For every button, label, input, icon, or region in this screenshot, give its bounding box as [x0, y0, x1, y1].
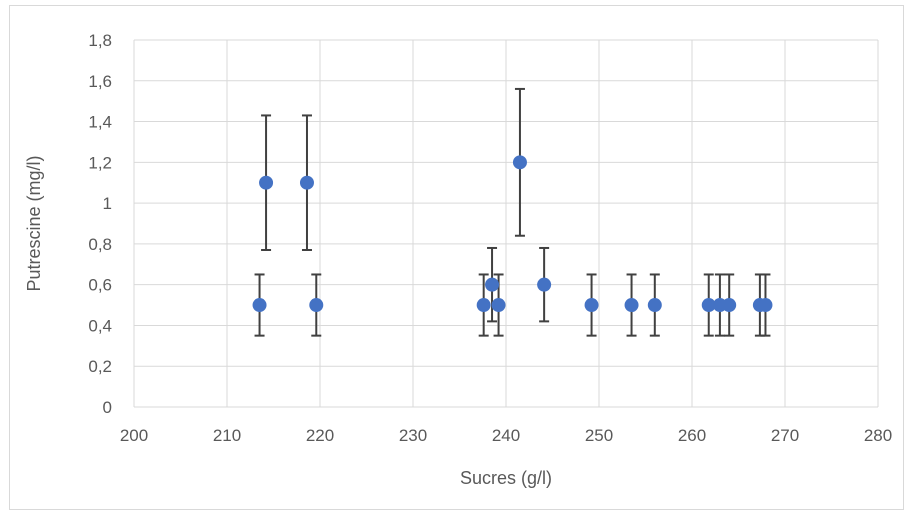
- data-point: [701, 298, 716, 313]
- y-tick-label: 1: [103, 194, 112, 213]
- data-point: [512, 155, 527, 170]
- data-point: [299, 175, 314, 190]
- data-points: [252, 155, 773, 313]
- data-point: [647, 298, 662, 313]
- data-point: [537, 277, 552, 292]
- x-tick-label: 270: [771, 426, 799, 445]
- y-tick-label: 0: [103, 398, 112, 417]
- x-tick-label: 230: [399, 426, 427, 445]
- y-tick-label: 1,8: [88, 31, 112, 50]
- x-tick-label: 210: [213, 426, 241, 445]
- y-tick-label: 1,4: [88, 113, 112, 132]
- y-tick-label: 1,6: [88, 72, 112, 91]
- y-tick-label: 0,2: [88, 357, 112, 376]
- x-tick-label: 280: [864, 426, 892, 445]
- x-tick-label: 220: [306, 426, 334, 445]
- tick-labels: 200 210 220 230 240 250 260 270 280 0 0,2 0,4 0,6 0,8…: [88, 31, 892, 445]
- chart-area: 200 210 220 230 240 250 260 270 280 0 0,2 0,4 0,6 0,8…: [9, 5, 904, 510]
- data-point: [758, 298, 773, 313]
- data-point: [722, 298, 737, 313]
- y-tick-label: 0,6: [88, 276, 112, 295]
- data-point: [476, 298, 491, 313]
- data-point: [309, 298, 324, 313]
- data-point: [485, 277, 500, 292]
- scatter-chart: 200 210 220 230 240 250 260 270 280 0 0,2 0,4 0,6 0,8…: [24, 31, 892, 488]
- y-tick-label: 1,2: [88, 153, 112, 172]
- data-point: [624, 298, 639, 313]
- x-axis-title: Sucres (g/l): [460, 468, 552, 488]
- x-tick-label: 260: [678, 426, 706, 445]
- grid-layer: [133, 39, 879, 408]
- y-tick-label: 0,8: [88, 235, 112, 254]
- x-tick-label: 240: [492, 426, 520, 445]
- data-point: [584, 298, 599, 313]
- data-point: [491, 298, 506, 313]
- data-point: [259, 175, 274, 190]
- data-point: [252, 298, 267, 313]
- x-tick-label: 200: [120, 426, 148, 445]
- x-tick-label: 250: [585, 426, 613, 445]
- y-tick-label: 0,4: [88, 316, 112, 335]
- error-bars: [254, 87, 771, 337]
- y-axis-title: Putrescine (mg/l): [24, 155, 44, 291]
